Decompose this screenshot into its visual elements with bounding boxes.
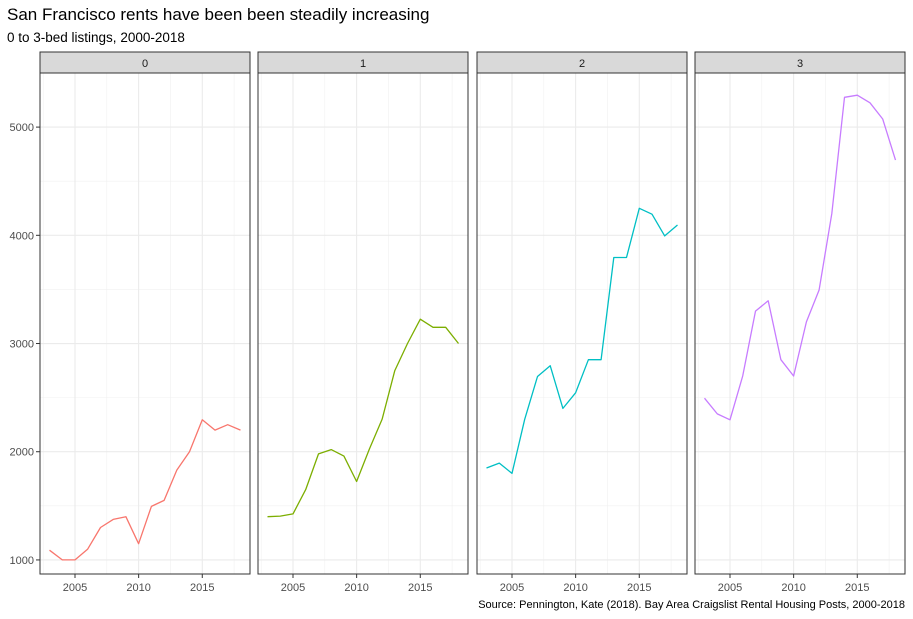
y-tick-label: 5000 xyxy=(10,122,34,134)
x-tick-label: 2005 xyxy=(500,582,524,594)
chart-subtitle: 0 to 3-bed listings, 2000-2018 xyxy=(7,30,185,45)
facet-strip-label: 0 xyxy=(142,58,148,70)
x-tick-label: 2010 xyxy=(563,582,587,594)
x-tick-label: 2015 xyxy=(845,582,869,594)
series-line-1 xyxy=(267,318,460,518)
facet-strip xyxy=(694,51,906,74)
x-tick-label: 2010 xyxy=(344,582,368,594)
chart-title: San Francisco rents have been been stead… xyxy=(7,5,430,24)
series-line-3 xyxy=(703,94,897,421)
x-tick-label: 2005 xyxy=(718,582,742,594)
x-tick-label: 2015 xyxy=(627,582,651,594)
x-tick-label: 2010 xyxy=(781,582,805,594)
x-tick-label: 2005 xyxy=(281,582,305,594)
chart-caption: Source: Pennington, Kate (2018). Bay Are… xyxy=(478,599,905,611)
facet-strip-label: 2 xyxy=(579,58,585,70)
facet-strip xyxy=(476,51,688,74)
x-tick-label: 2015 xyxy=(408,582,432,594)
y-tick-label: 3000 xyxy=(10,339,34,351)
panel-background xyxy=(695,73,905,574)
panel-background xyxy=(477,73,687,574)
facet-strip-label: 3 xyxy=(797,58,803,70)
y-tick-label: 4000 xyxy=(10,230,34,242)
x-tick-label: 2010 xyxy=(126,582,150,594)
facet-strip xyxy=(39,51,251,74)
panel-background xyxy=(258,73,468,574)
x-tick-label: 2015 xyxy=(190,582,214,594)
x-tick-label: 2005 xyxy=(63,582,87,594)
facet-strip xyxy=(257,51,469,74)
series-line-2 xyxy=(486,207,678,475)
facet-strip-label: 1 xyxy=(360,58,366,70)
panel-background xyxy=(40,73,250,574)
y-tick-label: 1000 xyxy=(10,555,34,567)
y-tick-label: 2000 xyxy=(10,447,34,459)
series-line-0 xyxy=(49,419,241,561)
